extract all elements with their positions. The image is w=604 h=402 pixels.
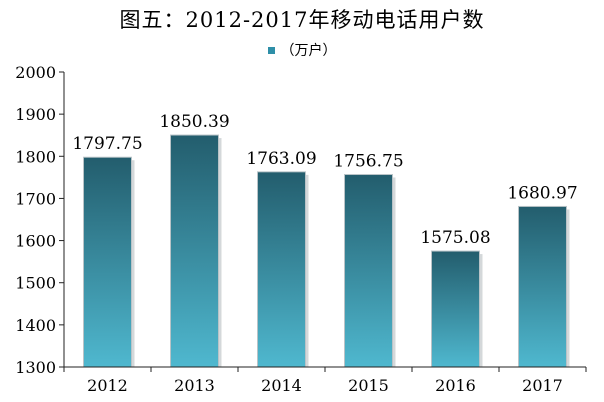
data-label-2017: 1680.97 (507, 183, 577, 203)
y-tick-label-1600: 1600 (15, 232, 56, 251)
y-tick-label-1500: 1500 (15, 274, 56, 293)
data-label-2013: 1850.39 (159, 112, 229, 132)
x-tick-label-2013: 2013 (174, 376, 215, 395)
y-tick-label-1300: 1300 (15, 358, 56, 377)
chart-title: 图五：2012-2017年移动电话用户数 (119, 8, 485, 32)
y-tick-label-1700: 1700 (15, 189, 56, 208)
x-tick-label-2016: 2016 (435, 376, 476, 395)
data-label-2012: 1797.75 (72, 134, 142, 154)
y-tick-label-1400: 1400 (15, 316, 56, 335)
bar-2016 (431, 250, 480, 368)
x-tick-label-2017: 2017 (522, 376, 563, 395)
labels: 1797.75 2012 1850.39 2013 1763.09 2014 1756.75… (15, 63, 577, 395)
bar-2015 (344, 174, 393, 368)
legend-swatch (267, 46, 275, 54)
bar-2014 (257, 171, 306, 368)
x-tick-label-2015: 2015 (348, 376, 389, 395)
bar-2017 (518, 205, 567, 368)
data-label-2015: 1756.75 (333, 152, 403, 172)
bars (83, 134, 570, 368)
bar-2013 (170, 134, 219, 368)
legend: （万户） (0, 40, 604, 60)
y-tick-label-1900: 1900 (15, 105, 56, 124)
bar-2012 (83, 156, 132, 368)
x-tick-label-2012: 2012 (87, 376, 128, 395)
x-tick-label-2014: 2014 (261, 376, 302, 395)
legend-label: （万户） (280, 43, 337, 59)
data-label-2016: 1575.08 (420, 228, 490, 248)
axes (59, 71, 587, 372)
y-tick-label-1800: 1800 (15, 147, 56, 166)
data-label-2014: 1763.09 (246, 149, 316, 169)
y-tick-label-2000: 2000 (15, 63, 56, 82)
